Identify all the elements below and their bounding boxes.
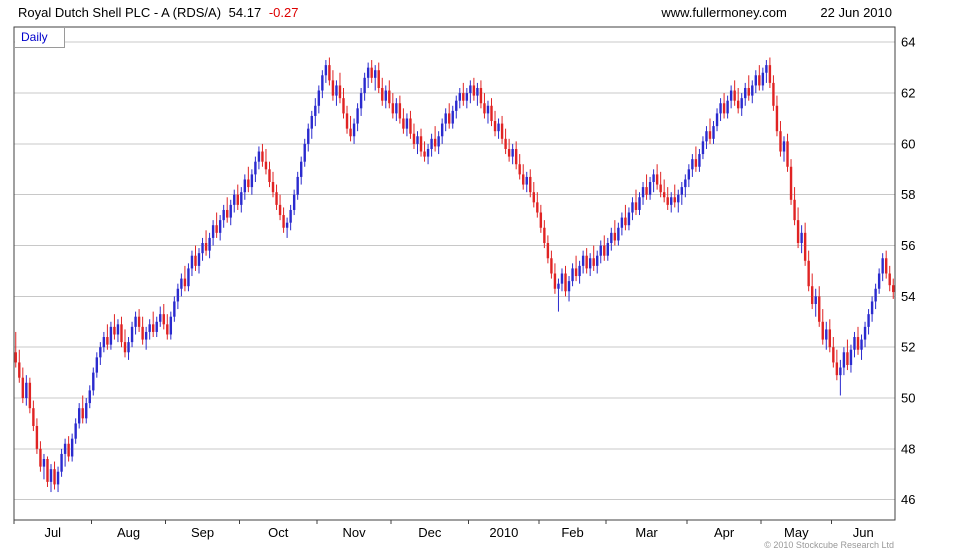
svg-text:Nov: Nov	[343, 525, 367, 540]
svg-text:48: 48	[901, 441, 915, 456]
price-change: -0.27	[268, 5, 299, 20]
frequency-label: Daily	[15, 28, 65, 48]
svg-text:50: 50	[901, 391, 915, 406]
svg-text:62: 62	[901, 86, 915, 101]
svg-text:Apr: Apr	[714, 525, 735, 540]
instrument-title: Royal Dutch Shell PLC - A (RDS/A)	[18, 5, 222, 20]
svg-text:56: 56	[901, 238, 915, 253]
last-price: 54.17	[228, 5, 262, 20]
svg-text:Sep: Sep	[191, 525, 214, 540]
svg-text:58: 58	[901, 187, 915, 202]
header-bar: Royal Dutch Shell PLC - A (RDS/A) 54.17 …	[0, 5, 980, 25]
svg-text:54: 54	[901, 289, 915, 304]
svg-text:Jul: Jul	[44, 525, 61, 540]
svg-text:Oct: Oct	[268, 525, 289, 540]
svg-text:52: 52	[901, 340, 915, 355]
svg-text:60: 60	[901, 136, 915, 151]
instrument-header: Royal Dutch Shell PLC - A (RDS/A) 54.17 …	[18, 5, 302, 20]
copyright-text: © 2010 Stockcube Research Ltd	[764, 540, 894, 550]
svg-text:Aug: Aug	[117, 525, 140, 540]
date-text: 22 Jun 2010	[820, 5, 892, 20]
header-right: www.fullermoney.com 22 Jun 2010	[661, 5, 892, 20]
svg-text:64: 64	[901, 35, 915, 50]
svg-text:2010: 2010	[489, 525, 518, 540]
svg-text:46: 46	[901, 492, 915, 507]
svg-text:Feb: Feb	[561, 525, 583, 540]
website-text: www.fullermoney.com	[661, 5, 787, 20]
svg-text:Mar: Mar	[635, 525, 658, 540]
svg-text:Jun: Jun	[853, 525, 874, 540]
svg-text:Dec: Dec	[418, 525, 442, 540]
svg-text:May: May	[784, 525, 809, 540]
